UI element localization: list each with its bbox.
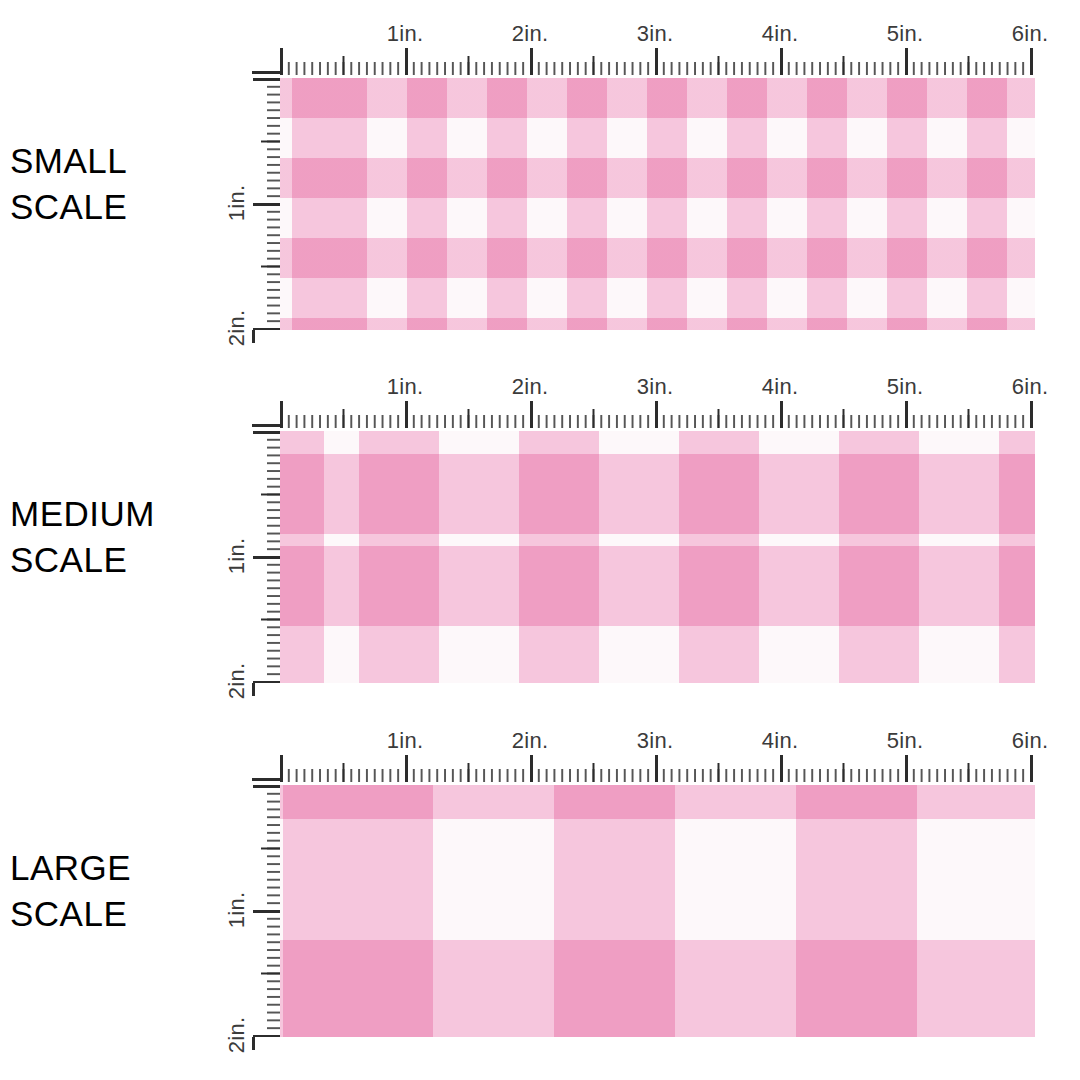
scale-label-small: SMALL SCALE	[10, 138, 127, 230]
ruler-inch-label: 6in.	[1012, 375, 1049, 399]
ruler-corner-mark	[252, 71, 280, 74]
ruler-inch-label: 1in.	[387, 375, 424, 399]
ruler-inch-label: 3in.	[637, 729, 674, 753]
ruler-end-cap	[252, 683, 255, 696]
gingham-swatch-small	[280, 78, 1035, 330]
ruler-inch-label: 4in.	[762, 22, 799, 46]
scale-label-medium: MEDIUM SCALE	[10, 491, 155, 583]
ruler-inch-label: 3in.	[637, 22, 674, 46]
ruler-inch-label: 2in.	[512, 22, 549, 46]
section-large-scale: LARGE SCALE 1in. 2in. 3in. 4in. 5in. 6in…	[0, 707, 1080, 1057]
scale-label-line: LARGE	[10, 845, 131, 891]
scale-label-line: SMALL	[10, 138, 127, 184]
ruler-corner-mark	[252, 424, 280, 427]
gingham-swatch-large	[280, 785, 1035, 1037]
scale-label-line: SCALE	[10, 891, 131, 937]
ruler-end-cap	[252, 330, 255, 343]
ruler-inch-label: 1in.	[387, 729, 424, 753]
scale-label-line: SCALE	[10, 537, 155, 583]
ruler-inch-label: 2in.	[512, 375, 549, 399]
ruler-inch-label: 6in.	[1012, 22, 1049, 46]
horizontal-inch-ruler: 1in. 2in. 3in. 4in. 5in. 6in.	[280, 47, 1035, 75]
ruler-end-cap	[252, 1037, 255, 1050]
ruler-inch-label: 3in.	[637, 375, 674, 399]
ruler-inch-label-vertical: 2in.	[225, 1017, 249, 1054]
ruler-inch-label-vertical: 2in.	[225, 310, 249, 347]
scale-label-line: SCALE	[10, 184, 127, 230]
section-small-scale: SMALL SCALE 1in. 2in. 3in. 4in. 5in. 6in…	[0, 0, 1080, 350]
vertical-inch-ruler	[252, 431, 280, 683]
horizontal-inch-ruler: 1in. 2in. 3in. 4in. 5in. 6in.	[280, 754, 1035, 782]
swatch-area: 1in. 2in. 3in. 4in. 5in. 6in. 1in. 2in.	[250, 403, 1050, 703]
gingham-swatch-medium	[280, 431, 1035, 683]
ruler-inch-label: 5in.	[887, 729, 924, 753]
ruler-inch-label-vertical: 1in.	[225, 538, 249, 575]
scale-label-line: MEDIUM	[10, 491, 155, 537]
vertical-inch-ruler	[252, 78, 280, 330]
ruler-inch-label: 4in.	[762, 375, 799, 399]
swatch-area: 1in. 2in. 3in. 4in. 5in. 6in. 1in. 2in.	[250, 757, 1050, 1057]
ruler-corner-mark	[252, 778, 280, 781]
ruler-inch-label: 5in.	[887, 375, 924, 399]
ruler-inch-label: 6in.	[1012, 729, 1049, 753]
section-medium-scale: MEDIUM SCALE 1in. 2in. 3in. 4in. 5in. 6i…	[0, 353, 1080, 703]
ruler-inch-label: 1in.	[387, 22, 424, 46]
ruler-inch-label: 4in.	[762, 729, 799, 753]
vertical-inch-ruler	[252, 785, 280, 1037]
ruler-inch-label-vertical: 2in.	[225, 663, 249, 700]
horizontal-inch-ruler: 1in. 2in. 3in. 4in. 5in. 6in.	[280, 400, 1035, 428]
ruler-inch-label-vertical: 1in.	[225, 185, 249, 222]
scale-label-large: LARGE SCALE	[10, 845, 131, 937]
ruler-inch-label: 2in.	[512, 729, 549, 753]
swatch-area: 1in. 2in. 3in. 4in. 5in. 6in. 1in. 2in.	[250, 50, 1050, 350]
ruler-inch-label-vertical: 1in.	[225, 892, 249, 929]
ruler-inch-label: 5in.	[887, 22, 924, 46]
